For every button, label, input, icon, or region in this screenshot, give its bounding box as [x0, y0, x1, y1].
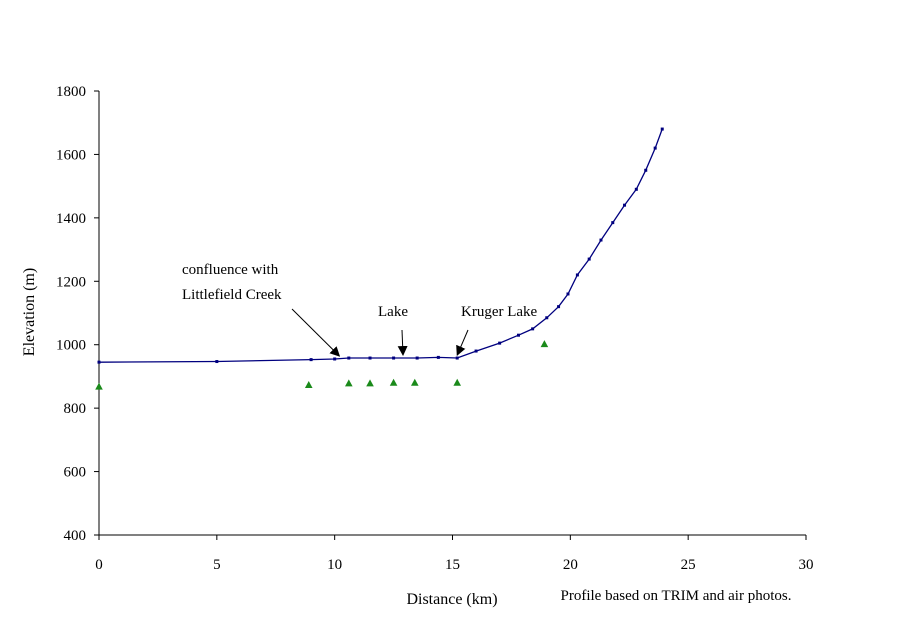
profile-point: [545, 316, 549, 320]
annotation-label: confluence with: [182, 262, 279, 278]
axis-ticks: 400 600 800 1000 1200 1400 1600 1800 0 5 10 15 20 25 3…: [56, 84, 814, 573]
x-tick-label: 15: [445, 557, 460, 573]
y-tick-label: 1800: [56, 84, 86, 100]
profile-point: [215, 360, 219, 364]
profile-point: [599, 238, 603, 242]
triangle-point: [389, 378, 398, 386]
profile-point: [611, 221, 615, 225]
profile-point: [474, 349, 478, 353]
x-tick-label: 30: [799, 557, 814, 573]
profile-point: [309, 358, 313, 362]
profile-point: [566, 292, 570, 296]
triangle-point: [540, 340, 549, 348]
annotation-label: Littlefield Creek: [182, 287, 282, 303]
profile-point: [660, 127, 664, 131]
triangle-point: [304, 380, 313, 388]
profile-point: [531, 327, 535, 331]
axes: [98, 91, 806, 536]
annotation-arrow: [456, 329, 469, 356]
profile-line: [98, 128, 663, 363]
x-axis-title: Distance (km): [406, 591, 497, 608]
annotation-label: Kruger Lake: [461, 304, 538, 320]
profile-point: [436, 355, 440, 359]
profile-point: [333, 357, 337, 361]
x-tick-label: 0: [95, 557, 103, 573]
profile-point: [347, 356, 351, 360]
y-tick-label: 1400: [56, 211, 86, 227]
profile-point: [498, 341, 502, 345]
annotation-label: Lake: [378, 304, 408, 320]
profile-point: [516, 333, 520, 337]
profile-point: [644, 168, 648, 172]
x-tick-label: 5: [213, 557, 221, 573]
profile-point: [623, 203, 627, 207]
profile-point: [587, 257, 591, 261]
profile-point: [557, 305, 561, 309]
x-tick-label: 25: [681, 557, 696, 573]
triangle-point: [95, 382, 103, 390]
y-tick-label: 400: [64, 528, 87, 544]
profile-point: [653, 146, 657, 150]
profile-point: [455, 356, 459, 360]
profile-point: [634, 187, 638, 191]
profile-point: [368, 356, 372, 360]
y-tick-label: 1200: [56, 274, 86, 290]
triangle-point: [453, 378, 462, 386]
annotation-arrow: [291, 308, 341, 357]
triangle-point: [345, 379, 353, 387]
annotation-arrow: [397, 329, 408, 357]
y-tick-label: 1600: [56, 147, 86, 163]
profile-point: [575, 273, 579, 277]
triangle-point: [410, 378, 419, 386]
profile-point: [415, 356, 419, 360]
profile-point: [97, 360, 101, 364]
profile-point: [392, 356, 396, 360]
series-layer: [95, 127, 664, 390]
y-axis-title: Elevation (m): [21, 268, 38, 356]
annotations: confluence with Littlefield Creek Lake Krug…: [182, 262, 538, 357]
y-tick-label: 800: [64, 401, 87, 417]
y-tick-label: 600: [64, 465, 87, 481]
x-tick-label: 20: [563, 557, 578, 573]
triangle-point: [366, 379, 374, 387]
x-tick-label: 10: [327, 557, 342, 573]
y-tick-label: 1000: [56, 338, 86, 354]
source-note: Profile based on TRIM and air photos.: [561, 588, 792, 604]
